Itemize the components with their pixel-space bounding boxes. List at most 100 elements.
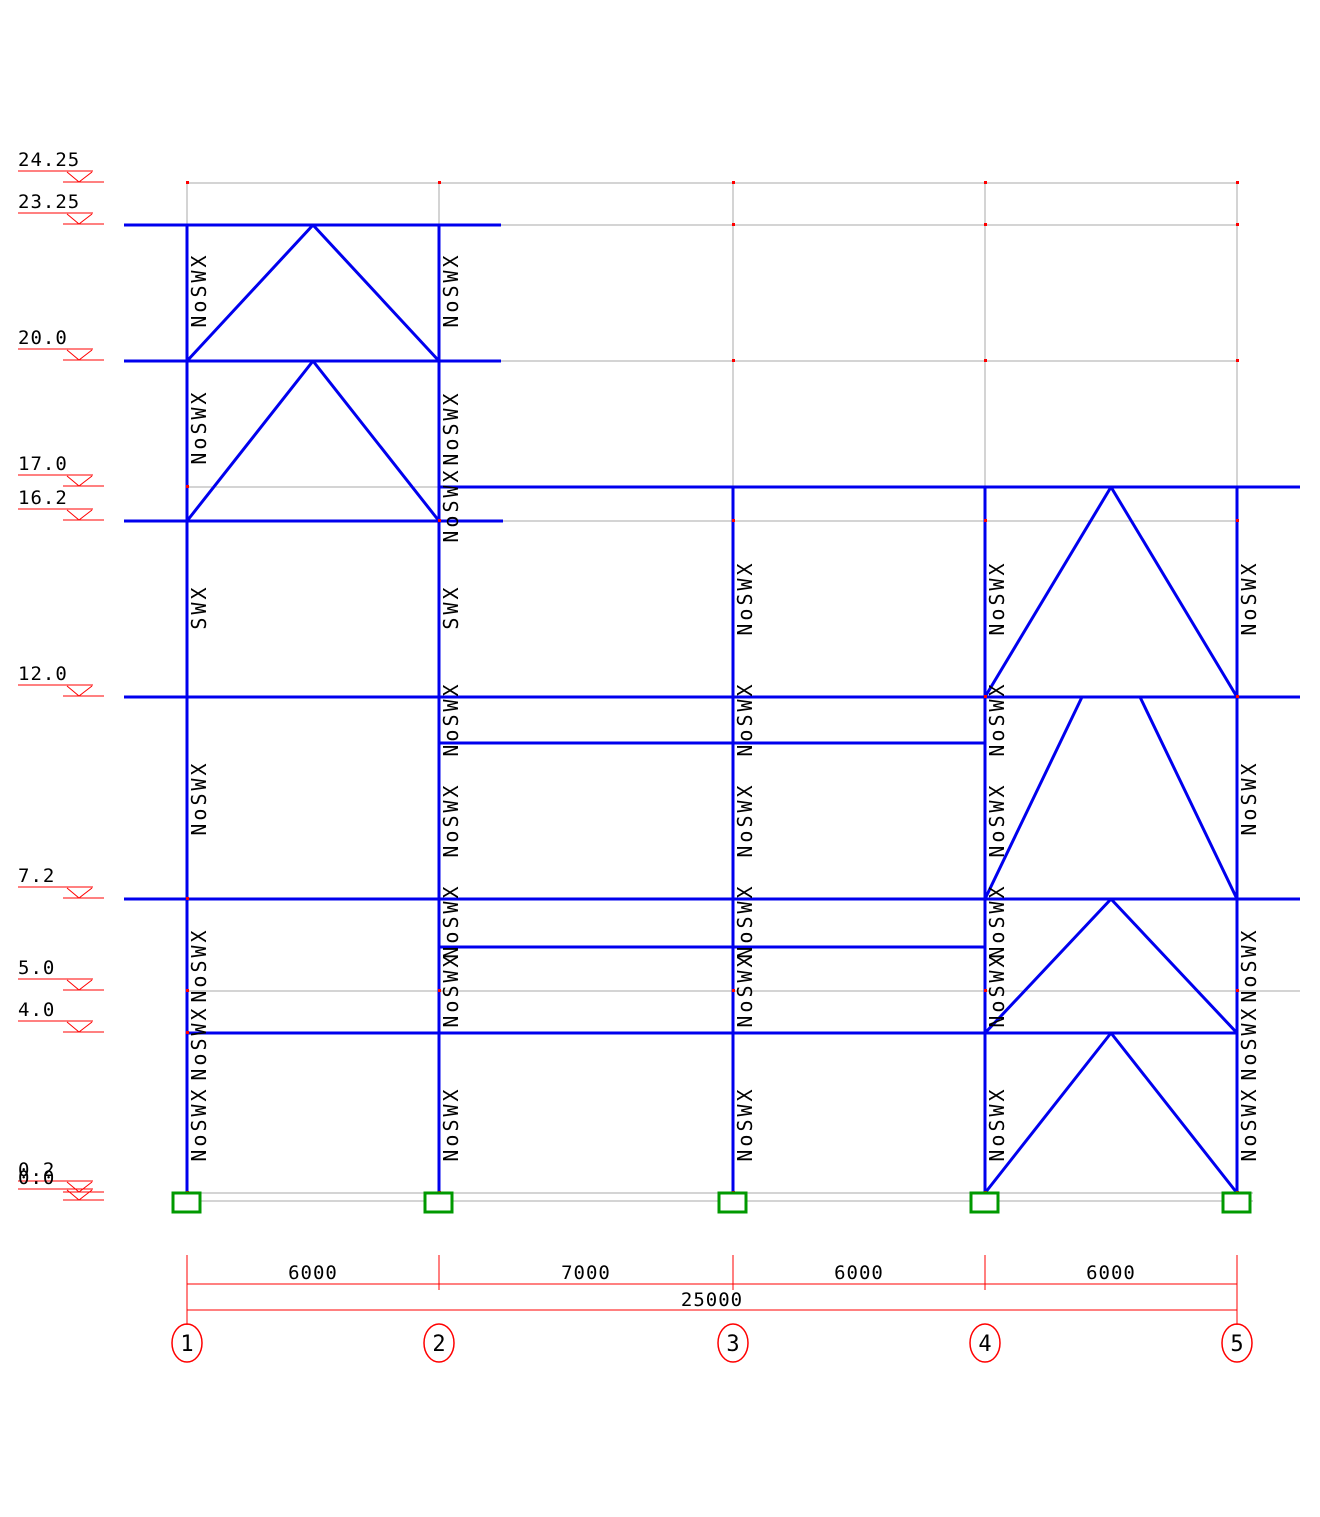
column-brace-label: NoSWX (1237, 560, 1261, 635)
level-marker-triangle (66, 685, 80, 697)
node-dot (186, 989, 189, 992)
brace-diagonal (311, 223, 441, 363)
node-dot (1236, 989, 1239, 992)
level-label: 23.25 (18, 191, 80, 213)
dim-total-label: 25000 (681, 1289, 743, 1311)
column-brace-label: NoSWX (985, 952, 1009, 1027)
brace-diagonal (1109, 897, 1239, 1035)
column-brace-label: NoSWX (439, 390, 463, 465)
level-marker-triangle (66, 509, 80, 521)
node-dot (438, 181, 441, 184)
grid-bubble: 1 (171, 1323, 203, 1363)
column-brace-label: NoSWX (985, 782, 1009, 857)
column-brace-label: NoSWX (1237, 1005, 1261, 1080)
level-label: 17.0 (18, 453, 68, 475)
brace-diagonal (311, 360, 441, 522)
column-brace-label: NoSWX (187, 1005, 211, 1080)
column-brace-label: NoSWX (439, 952, 463, 1027)
level-marker: 23.25 (18, 191, 104, 225)
brace-diagonal (983, 1032, 1113, 1194)
node-dot (732, 989, 735, 992)
grid-bubble: 2 (423, 1323, 455, 1363)
level-marker-triangle (78, 685, 93, 697)
level-marker: 24.25 (18, 149, 104, 183)
brace-diagonal (185, 360, 315, 522)
grid-bubble-circle (171, 1323, 203, 1363)
column-brace-label: NoSWX (439, 782, 463, 857)
level-marker-triangle (66, 1021, 80, 1033)
dim-segment-label: 6000 (1086, 1262, 1136, 1284)
column-brace-label: NoSWX (187, 252, 211, 327)
node-dot (984, 989, 987, 992)
level-marker: 20.0 (18, 327, 104, 361)
column-brace-label: NoSWX (733, 681, 757, 756)
node-dots (186, 181, 1239, 1194)
node-dot (1236, 359, 1239, 362)
column-brace-label: NoSWX (187, 927, 211, 1002)
level-marker: 4.0 (18, 999, 104, 1033)
level-label: 20.0 (18, 327, 68, 349)
node-dot (186, 485, 189, 488)
grid-bubble: 5 (1221, 1323, 1253, 1363)
node-dot (732, 181, 735, 184)
node-dot (186, 1031, 189, 1034)
member-columns (185, 225, 1239, 1193)
level-label: 24.25 (18, 149, 80, 171)
level-label: 16.2 (18, 487, 68, 509)
column-brace-label: NoSWX (439, 1086, 463, 1161)
column-brace-label: NoSWX (187, 760, 211, 835)
column-brace-label: NoSWX (1237, 1086, 1261, 1161)
level-label: 12.0 (18, 663, 68, 685)
column-brace-label: NoSWX (187, 389, 211, 464)
level-marker-triangle (78, 979, 93, 991)
level-marker: 16.2 (18, 487, 104, 521)
grid-bubble-label: 4 (978, 1332, 991, 1357)
level-marker-triangle (78, 349, 93, 361)
level-label: 0.0 (18, 1167, 55, 1189)
node-dot (984, 223, 987, 226)
node-dot (1236, 695, 1239, 698)
brace-diagonal (983, 696, 1084, 900)
level-marker-triangle (66, 475, 80, 487)
support-base (717, 1191, 748, 1214)
column-brace-label: NoSWX (187, 1086, 211, 1161)
grid-bubble-label: 1 (180, 1332, 193, 1357)
level-marker-triangle (78, 213, 93, 225)
level-label: 7.2 (18, 865, 55, 887)
column-brace-label: SWX (439, 584, 463, 629)
node-dot (984, 695, 987, 698)
grid-bubble-circle (423, 1323, 455, 1363)
brace-diagonal (1138, 696, 1239, 900)
grid-bubbles: 1 2 3 4 5 (171, 1323, 1253, 1363)
node-dot (984, 359, 987, 362)
level-marker-triangle (66, 213, 80, 225)
level-marker-triangle (78, 1189, 93, 1201)
node-dot (984, 519, 987, 522)
reference-lines (180, 182, 1300, 1202)
grid-bubble-label: 3 (726, 1332, 739, 1357)
level-markers: 24.25 23.25 20.0 17.0 16.2 12.0 7.2 5.0 4.0 0.20.… (18, 149, 104, 1201)
node-dot (186, 897, 189, 900)
column-brace-label: NoSWX (985, 681, 1009, 756)
node-dot (732, 223, 735, 226)
node-dot (438, 989, 441, 992)
column-brace-label: NoSWX (733, 560, 757, 635)
level-marker: 5.0 (18, 957, 104, 991)
grid-bubble-circle (969, 1323, 1001, 1363)
dimension-block: 6000 7000 6000 6000 25000 (186, 1255, 1238, 1325)
level-marker-triangle (78, 1021, 93, 1033)
support-base (171, 1191, 202, 1214)
dim-segment-label: 6000 (288, 1262, 338, 1284)
column-brace-label: NoSWX (985, 883, 1009, 958)
column-brace-label: NoSWX (733, 952, 757, 1027)
supports (171, 1191, 1252, 1214)
level-marker-triangle (66, 1181, 80, 1193)
node-dot (732, 359, 735, 362)
level-marker-triangle (78, 171, 93, 183)
grid-bubble: 3 (717, 1323, 749, 1363)
member-braces (185, 223, 1239, 1194)
column-brace-label: NoSWX (439, 681, 463, 756)
level-marker-triangle (66, 171, 80, 183)
